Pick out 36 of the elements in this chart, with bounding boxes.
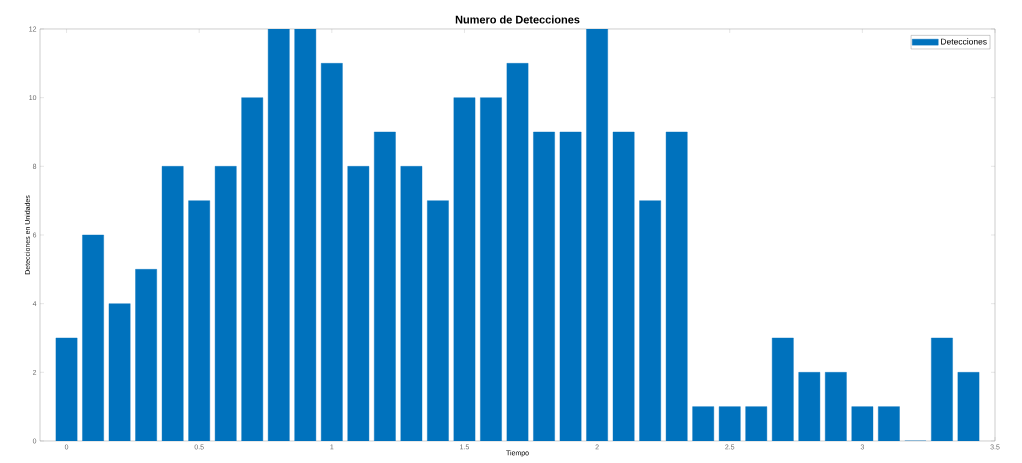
legend-label: Detecciones — [941, 38, 987, 45]
bar — [798, 372, 821, 441]
bar — [692, 406, 715, 441]
bar — [878, 406, 900, 441]
bar — [559, 131, 582, 441]
bar — [825, 372, 847, 441]
bar — [294, 28, 317, 441]
bar — [55, 337, 78, 441]
bar — [533, 131, 555, 441]
bar — [931, 337, 953, 441]
bar — [771, 337, 794, 441]
bar — [267, 28, 290, 441]
bar — [480, 97, 502, 441]
bar — [347, 166, 370, 441]
bar — [506, 63, 529, 441]
bar — [241, 97, 264, 441]
bar — [188, 200, 210, 441]
bar — [427, 200, 449, 441]
bar — [374, 131, 396, 441]
bar — [214, 166, 237, 441]
bar — [718, 406, 741, 441]
bar — [108, 303, 131, 441]
chart-title: Numero de Detecciones — [455, 15, 580, 24]
bar — [957, 372, 980, 441]
bar — [453, 97, 476, 441]
bar — [665, 131, 688, 441]
bar — [851, 406, 874, 441]
bar — [400, 166, 423, 441]
bar — [612, 131, 635, 441]
bar — [82, 234, 104, 441]
bar — [161, 166, 184, 441]
bar — [321, 63, 343, 441]
bar — [745, 406, 768, 441]
bar — [586, 28, 608, 441]
bar — [135, 269, 157, 441]
bar — [639, 200, 661, 441]
